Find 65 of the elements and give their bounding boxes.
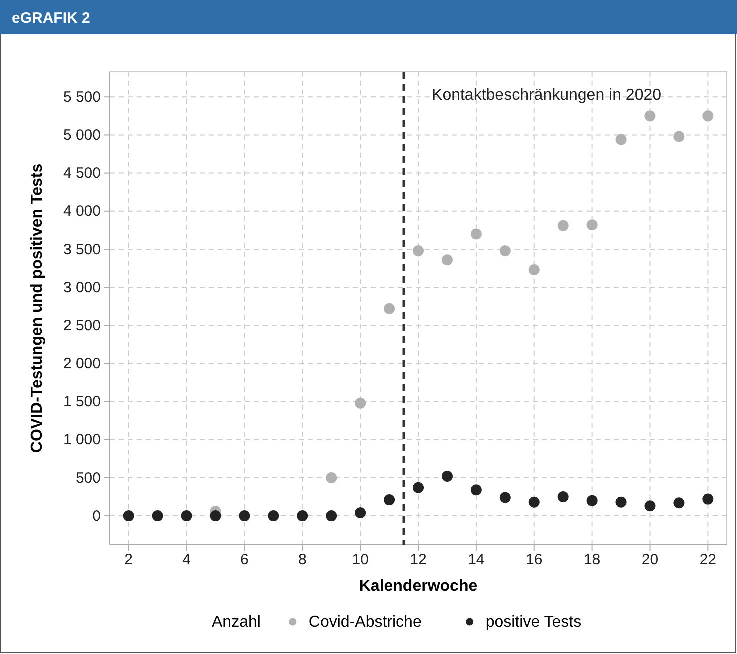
x-tick-label: 2	[124, 552, 133, 569]
point	[326, 472, 338, 484]
point	[674, 498, 685, 509]
point	[586, 495, 598, 506]
point	[442, 254, 453, 266]
point	[528, 264, 540, 276]
y-tick-label: 1 000	[63, 432, 101, 449]
point	[181, 510, 192, 522]
y-tick-label: 5 500	[63, 88, 101, 106]
x-tick-label: 10	[352, 552, 369, 569]
point	[413, 246, 424, 256]
ref-line-label: Kontaktbeschränkungen in 2020	[432, 87, 662, 104]
point	[528, 496, 540, 508]
x-axis-title: Kalenderwoche	[359, 578, 478, 595]
y-tick-label: 3 000	[63, 279, 101, 296]
point	[355, 398, 366, 409]
point	[644, 110, 656, 122]
x-tick-label: 22	[700, 552, 717, 569]
point	[384, 303, 396, 314]
point	[152, 510, 164, 522]
point	[470, 484, 482, 496]
point	[616, 134, 627, 146]
point	[470, 228, 482, 240]
y-axis-title: COVID-Testungen und positiven Tests	[29, 164, 46, 454]
point	[500, 246, 511, 256]
y-tick-label: 3 500	[63, 241, 101, 258]
point	[326, 510, 338, 522]
y-tick-label: 0	[92, 508, 101, 525]
x-tick-label: 20	[642, 552, 659, 569]
x-tick-label: 6	[240, 552, 249, 569]
x-tick-label: 16	[526, 552, 543, 569]
point	[558, 492, 569, 503]
point	[239, 510, 250, 522]
point	[210, 510, 222, 522]
point	[355, 508, 366, 518]
point	[442, 470, 453, 482]
y-tick-label: 500	[76, 470, 101, 487]
point	[586, 220, 598, 231]
y-tick-label: 5 000	[63, 127, 101, 144]
point	[268, 510, 280, 522]
x-tick-label: 4	[182, 552, 191, 569]
point	[674, 131, 685, 142]
point	[616, 496, 627, 508]
x-tick-label: 8	[298, 552, 307, 569]
y-tick-label: 1 500	[63, 394, 101, 411]
legend-title: Anzahl	[212, 614, 261, 631]
point	[702, 494, 714, 505]
point	[702, 110, 714, 122]
point	[500, 492, 511, 504]
point	[297, 510, 308, 522]
point	[123, 510, 134, 522]
point	[644, 500, 656, 512]
y-tick-label: 2 500	[63, 317, 101, 334]
point	[384, 494, 396, 506]
y-tick-label: 2 000	[63, 356, 101, 373]
y-tick-label: 4 000	[63, 203, 101, 220]
legend-label: Covid-Abstriche	[308, 614, 422, 631]
point	[413, 482, 424, 494]
chart-title: eGRAFIK 2	[12, 10, 90, 27]
legend-label: positive Tests	[486, 614, 582, 631]
y-tick-label: 4 500	[63, 165, 101, 182]
x-tick-label: 18	[584, 552, 601, 569]
x-tick-label: 14	[468, 552, 485, 569]
point	[558, 220, 569, 232]
x-tick-label: 12	[410, 552, 427, 569]
